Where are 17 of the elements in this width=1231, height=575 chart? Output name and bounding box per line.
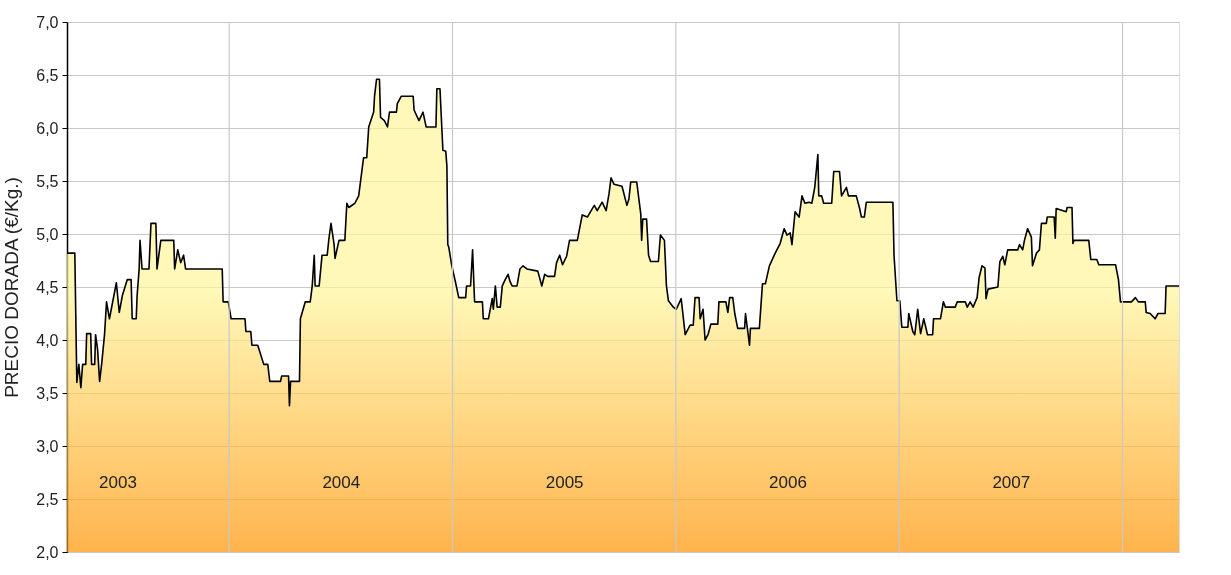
y-tick-label: 6,5	[36, 66, 59, 84]
x-tick-label: 2007	[992, 472, 1031, 492]
y-tick-label: 4,0	[36, 331, 59, 349]
x-tick-label: 2004	[322, 472, 361, 492]
y-tick-label: 3,5	[36, 384, 59, 402]
y-tick-label: 7,0	[36, 13, 59, 31]
y-tick-label: 5,5	[36, 172, 59, 190]
y-axis-title: PRECIO DORADA (€/Kg.)	[1, 177, 23, 398]
y-tick-label: 2,0	[36, 543, 59, 561]
x-tick-label: 2006	[769, 472, 807, 492]
x-tick-label: 2005	[545, 472, 584, 492]
y-tick-label: 3,0	[36, 437, 59, 455]
y-tick-label: 4,5	[36, 278, 59, 296]
y-tick-label: 2,5	[36, 490, 59, 508]
x-tick-label: 2003	[99, 472, 137, 492]
y-tick-label: 5,0	[36, 225, 59, 243]
y-tick-label: 6,0	[36, 119, 59, 137]
